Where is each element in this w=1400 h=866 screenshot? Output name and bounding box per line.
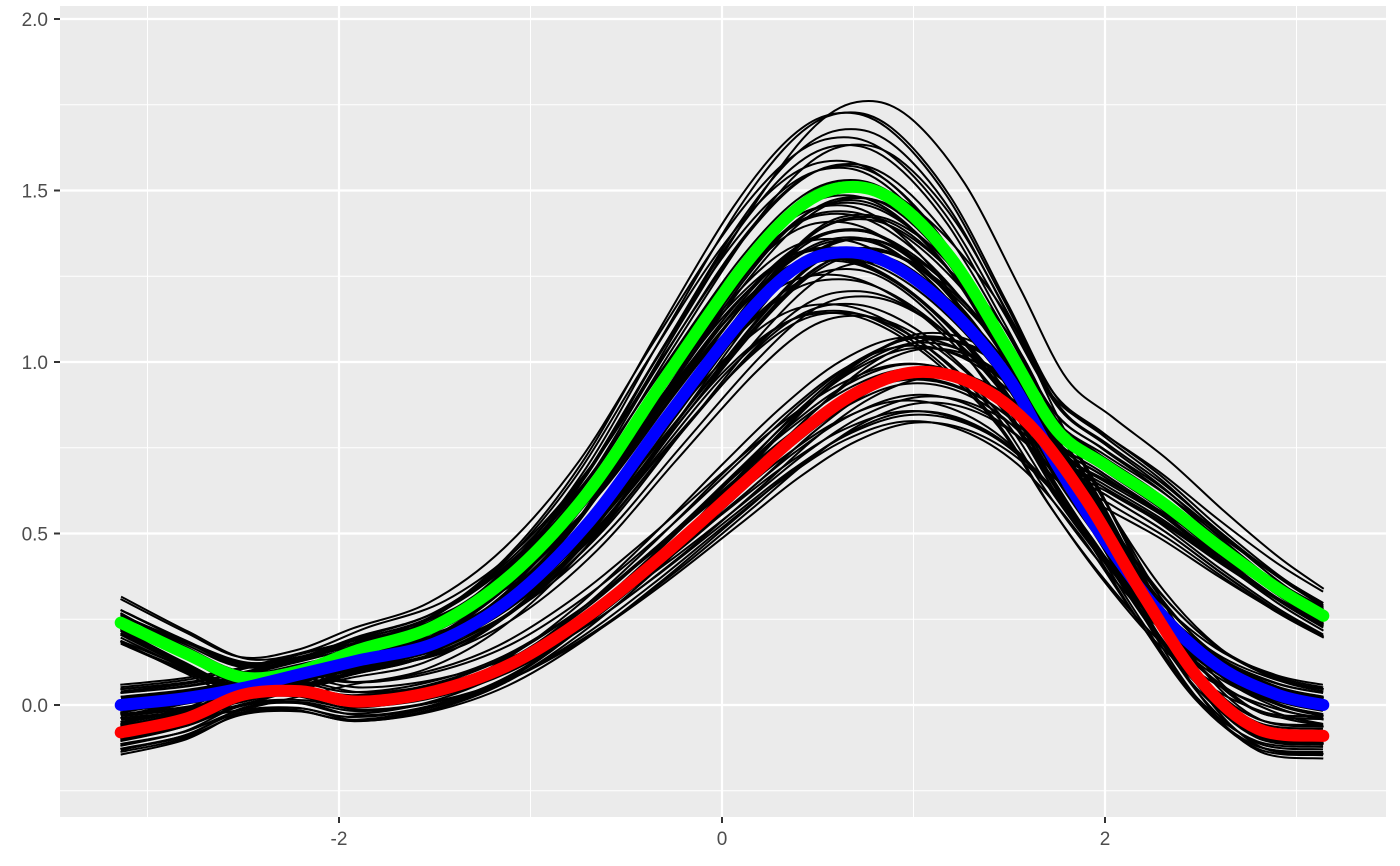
- axis-tick-labels: -2 0 2 0.0 0.5 1.0 1.5 2.0: [22, 10, 1111, 850]
- x-tick-label: 2: [1100, 829, 1111, 850]
- background-curve: [120, 100, 1325, 661]
- background-curve: [120, 136, 1324, 659]
- highlight-curves: [114, 180, 1330, 742]
- y-tick-label: 0.5: [22, 525, 48, 546]
- y-tick-label: 1.5: [22, 182, 48, 203]
- y-tick-label: 0.0: [22, 696, 48, 717]
- highlight-curve: [114, 180, 1330, 685]
- axis-ticks: [54, 18, 1106, 823]
- x-tick-label: -2: [331, 829, 348, 850]
- background-curve: [120, 420, 1324, 748]
- y-tick-label: 2.0: [22, 10, 48, 31]
- background-curve: [120, 336, 1324, 721]
- x-tick-label: 0: [717, 829, 728, 850]
- background-curve: [120, 421, 1324, 742]
- highlight-curve: [114, 365, 1330, 742]
- y-tick-label: 1.0: [22, 353, 48, 374]
